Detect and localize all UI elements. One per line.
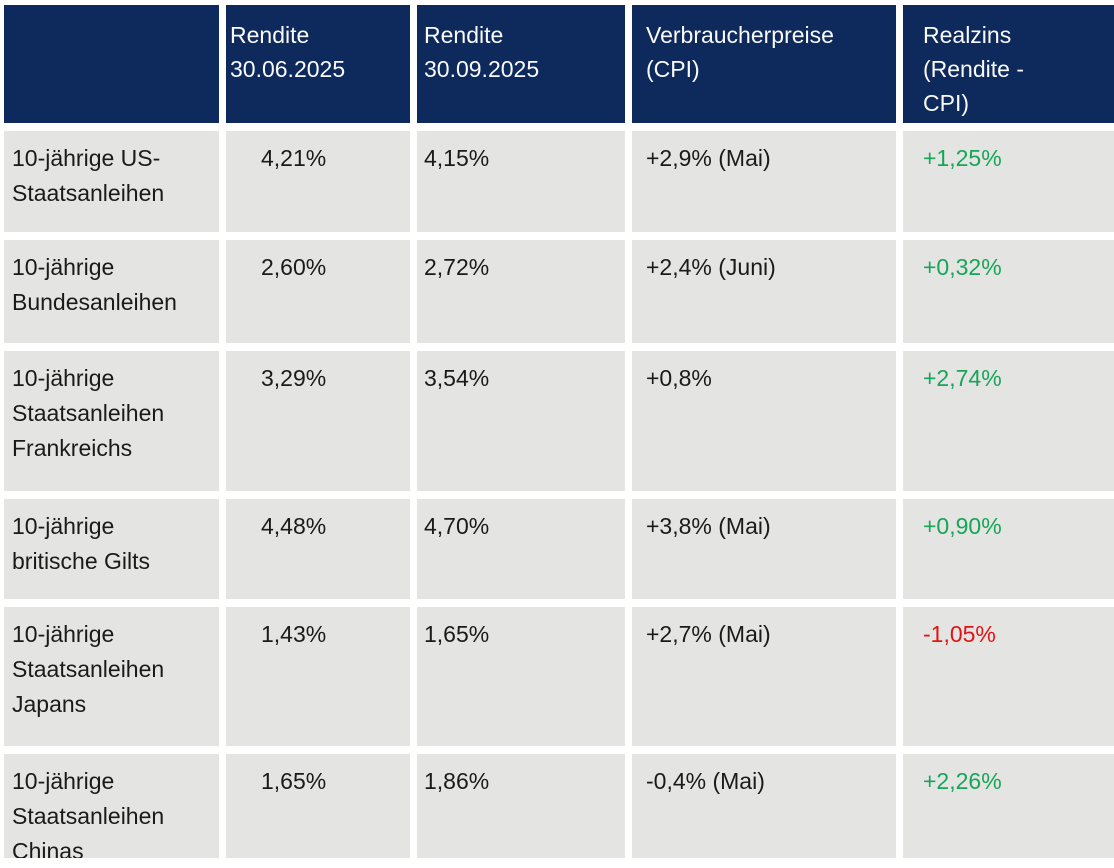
cpi-value: +3,8% (Mai) [632, 499, 896, 599]
row-label-gilts: 10-jährige britische Gilts [4, 499, 219, 599]
cpi-value: +2,4% (Juni) [632, 240, 896, 343]
col-header-empty [4, 5, 219, 123]
realzins-value: +2,26% [903, 754, 1114, 858]
col-header-rendite-30-09-2025: Rendite 30.09.2025 [417, 5, 625, 123]
realzins-value: +0,32% [903, 240, 1114, 343]
rendite-06-value: 2,60% [226, 240, 410, 343]
cpi-value: +2,9% (Mai) [632, 131, 896, 232]
row-label-japan: 10-jährige Staatsanleihen Japans [4, 607, 219, 746]
col-header-verbraucherpreise-cpi: Verbraucherpreise (CPI) [632, 5, 896, 123]
cpi-value: +2,7% (Mai) [632, 607, 896, 746]
rendite-06-value: 3,29% [226, 351, 410, 491]
realzins-value: +1,25% [903, 131, 1114, 232]
rendite-09-value: 1,65% [417, 607, 625, 746]
realzins-value: +2,74% [903, 351, 1114, 491]
cpi-value: +0,8% [632, 351, 896, 491]
row-label-china: 10-jährige Staatsanleihen Chinas [4, 754, 219, 858]
cpi-value: -0,4% (Mai) [632, 754, 896, 858]
col-header-realzins: Realzins (Rendite - CPI) [903, 5, 1114, 123]
rendite-09-value: 4,70% [417, 499, 625, 599]
rendite-06-value: 4,21% [226, 131, 410, 232]
rendite-09-value: 2,72% [417, 240, 625, 343]
bond-yields-table: Rendite 30.06.2025 Rendite 30.09.2025 Ve… [4, 5, 1114, 858]
row-label-frankreich: 10-jährige Staatsanleihen Frankreichs [4, 351, 219, 491]
rendite-09-value: 1,86% [417, 754, 625, 858]
row-label-bund: 10-jährige Bundesanleihen [4, 240, 219, 343]
realzins-value: +0,90% [903, 499, 1114, 599]
rendite-06-value: 4,48% [226, 499, 410, 599]
row-label-us: 10-jährige US- Staatsanleihen [4, 131, 219, 232]
rendite-06-value: 1,43% [226, 607, 410, 746]
col-header-rendite-30-06-2025: Rendite 30.06.2025 [226, 5, 410, 123]
rendite-06-value: 1,65% [226, 754, 410, 858]
realzins-value: -1,05% [903, 607, 1114, 746]
rendite-09-value: 3,54% [417, 351, 625, 491]
rendite-09-value: 4,15% [417, 131, 625, 232]
